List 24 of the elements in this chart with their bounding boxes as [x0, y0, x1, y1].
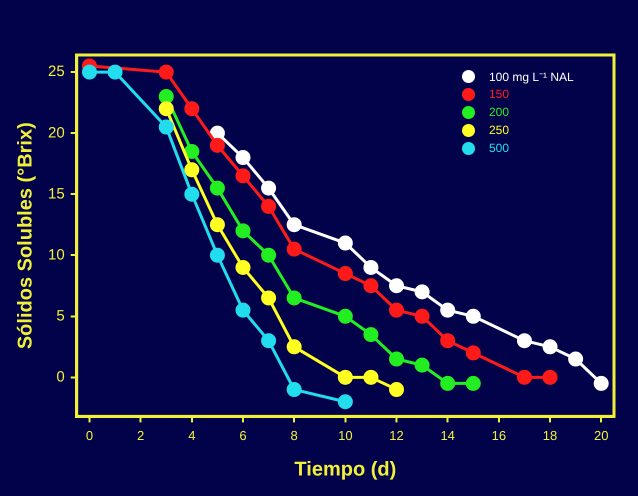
y-tick-label: 5: [56, 307, 65, 324]
legend-label: 150: [489, 87, 510, 101]
legend-label: 100 mg L⁻¹ NAL: [489, 68, 574, 84]
x-axis-title: Tiempo (d): [294, 458, 396, 481]
y-tick-label: 15: [48, 185, 65, 202]
legend-label: 200: [489, 105, 510, 119]
x-tick-label: 16: [492, 428, 506, 443]
y-tick-label: 25: [48, 63, 65, 80]
y-tick-label: 10: [48, 246, 65, 264]
x-tick-label: 10: [338, 428, 353, 443]
y-tick-label: 0: [56, 368, 65, 386]
x-tick-label: 18: [542, 428, 558, 443]
y-tick-label: 20: [48, 124, 65, 142]
legend-label: 250: [489, 123, 510, 137]
x-tick-label: 0: [86, 428, 94, 443]
x-tick-label: 6: [239, 428, 247, 443]
x-tick-label: 12: [389, 428, 404, 443]
x-tick-label: 8: [290, 428, 298, 443]
x-tick-label: 4: [188, 428, 196, 443]
y-axis-title: Sólidos Solubles (°Brix): [14, 122, 37, 350]
x-tick-label: 2: [137, 428, 144, 443]
x-tick-label: 20: [594, 428, 608, 443]
legend-label: 500: [489, 141, 510, 155]
x-tick-label: 14: [440, 428, 455, 443]
